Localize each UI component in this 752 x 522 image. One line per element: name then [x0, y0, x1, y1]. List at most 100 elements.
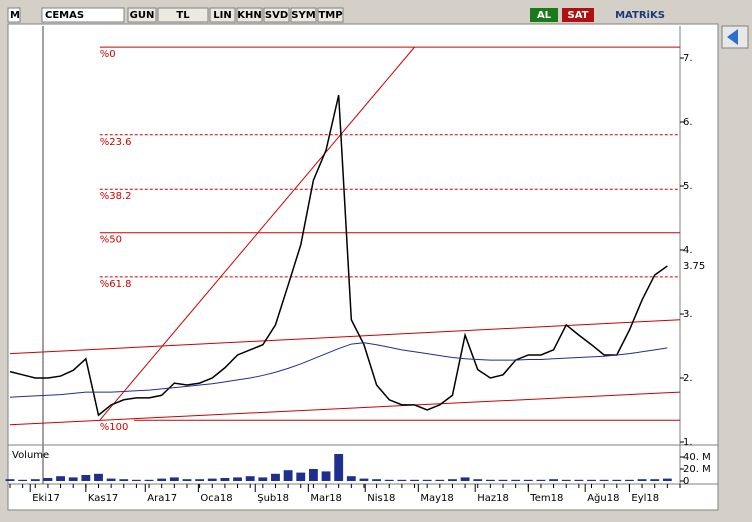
toolbar-label: TL: [176, 10, 190, 21]
volume-bar: [144, 479, 154, 481]
volume-bar: [56, 476, 65, 481]
volume-bar: [448, 479, 457, 481]
toolbar-button[interactable]: [209, 7, 236, 23]
sell-button[interactable]: [562, 8, 594, 22]
average-line: [9, 342, 668, 398]
toolbar-label: SVD: [265, 10, 288, 21]
toolbar-button[interactable]: [290, 7, 317, 23]
volume-bar: [30, 479, 40, 481]
buy-button[interactable]: [530, 8, 558, 22]
toolbar-label: SYM: [291, 10, 315, 21]
volume-bar: [511, 479, 521, 481]
volume-tick-label: 0: [683, 476, 689, 487]
volume-bar: [207, 478, 217, 481]
volume-bar: [68, 477, 78, 481]
price-line: [9, 94, 668, 417]
x-tick-label: Mar18: [310, 493, 342, 504]
x-tick-label: Ağu18: [587, 492, 619, 504]
volume-bar: [81, 475, 91, 481]
volume-bar: [384, 479, 394, 481]
x-tick-label: Nis18: [367, 493, 395, 504]
volume-bar: [195, 479, 205, 481]
toolbar-button[interactable]: [263, 7, 290, 23]
y-tick-label: 2.: [683, 373, 693, 384]
toolbar-label: LIN: [213, 10, 231, 21]
volume-bar: [372, 479, 382, 481]
volume-bar: [157, 478, 167, 481]
trend-line: [9, 319, 681, 355]
volume-bar: [637, 479, 647, 481]
toolbar-button[interactable]: [157, 7, 209, 23]
volume-tick-label: 20. M: [683, 464, 711, 475]
buy: AL: [537, 10, 552, 21]
logo-box: [7, 7, 21, 23]
volume-label: Volume: [12, 450, 49, 461]
logo: M: [10, 10, 20, 21]
y-tick-label: 3.: [683, 309, 693, 320]
y-tick-label: 7.: [683, 53, 693, 64]
x-tick-label: Oca18: [200, 493, 232, 504]
volume-bar: [587, 479, 596, 481]
toolbar-label: KHN: [237, 10, 262, 21]
volume-bar: [131, 479, 141, 481]
volume-bar: [422, 479, 432, 481]
x-tick-label: Ara17: [147, 493, 177, 504]
volume-bar: [296, 472, 306, 481]
x-tick-label: Şub18: [257, 493, 289, 504]
volume-bar: [233, 477, 242, 481]
volume-bar: [549, 479, 559, 481]
arrow-icon: [727, 29, 738, 45]
trend-line: [99, 46, 415, 421]
volume-bar: [220, 478, 230, 481]
brand: MATRiKS: [615, 10, 665, 21]
volume-bar: [245, 476, 255, 481]
volume-bar: [308, 469, 318, 481]
toolbar-button[interactable]: [317, 7, 344, 23]
x-tick-label: Tem18: [529, 493, 563, 504]
y-tick-label: 1.: [683, 437, 693, 448]
volume-bar: [283, 470, 293, 481]
volume-bar: [460, 477, 470, 481]
volume-bar: [119, 479, 129, 481]
toolbar-button[interactable]: [127, 7, 157, 23]
toolbar-label: GUN: [130, 10, 155, 21]
volume-bar: [612, 479, 622, 481]
x-tick-label: Kas17: [88, 493, 118, 504]
volume-bar: [485, 479, 495, 481]
x-tick-label: Eki17: [32, 493, 60, 504]
volume-bar: [397, 479, 407, 481]
x-tick-label: May18: [420, 493, 453, 504]
volume-bar: [662, 478, 672, 481]
volume-bar: [625, 479, 634, 481]
volume-bar: [346, 476, 356, 481]
volume-bar: [334, 454, 344, 481]
volume-bar: [435, 479, 445, 481]
volume-bar: [536, 479, 546, 481]
y-tick-label: 4.: [683, 245, 693, 256]
volume-bar: [94, 473, 103, 481]
volume-bar: [5, 479, 15, 481]
symbol: CEMAS: [45, 10, 84, 21]
volume-bar: [498, 479, 508, 481]
volume-bar: [271, 473, 280, 481]
fib-label: %0: [100, 49, 116, 60]
volume-bar: [410, 479, 419, 481]
volume-bar: [359, 478, 369, 481]
volume-bar: [258, 477, 268, 481]
volume-bar: [106, 478, 116, 481]
volume-bar: [574, 479, 584, 481]
y-tick-label: 5.: [683, 181, 693, 192]
x-tick-label: Haz18: [477, 493, 509, 504]
fib-label: %38.2: [100, 191, 132, 202]
volume-bar: [43, 478, 53, 481]
toolbar-button[interactable]: [236, 7, 263, 23]
fib-label: %23.6: [100, 137, 132, 148]
toolbar-label: TMP: [318, 10, 342, 21]
fib-label: %61.8: [100, 279, 132, 290]
x-tick-label: Eyl18: [631, 493, 659, 504]
volume-bar: [182, 479, 192, 481]
symbol-box[interactable]: [41, 7, 125, 23]
fib-label: %100: [100, 422, 129, 433]
fib-label: %50: [100, 235, 122, 246]
